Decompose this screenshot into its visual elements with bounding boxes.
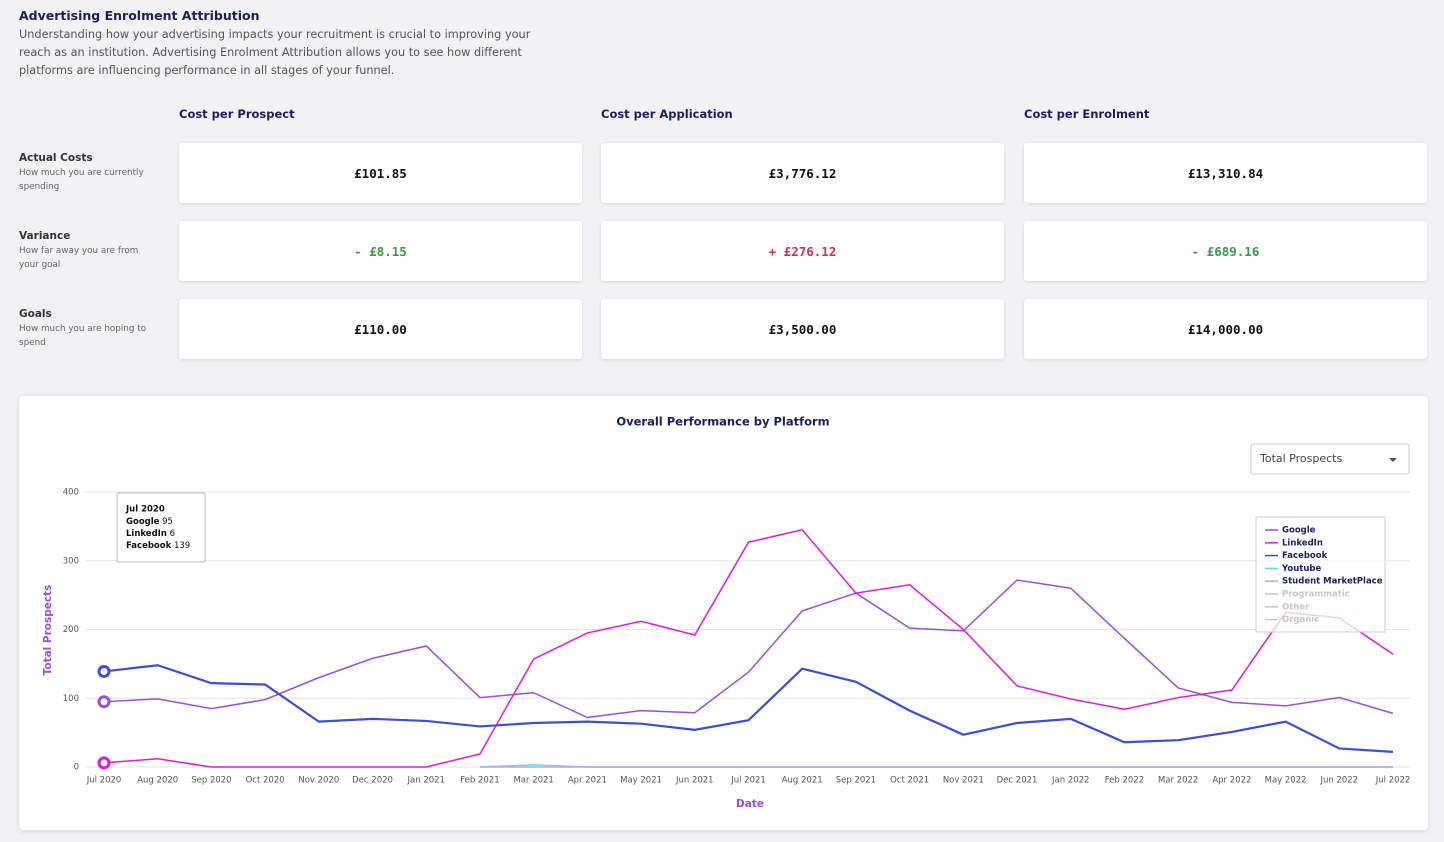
- column-header: Cost per Enrolment: [1024, 107, 1150, 121]
- metric-card: - £689.16: [1024, 221, 1427, 281]
- tooltip-value: 95: [162, 517, 173, 527]
- series-line: [103, 664, 1394, 753]
- legend: Google LinkedIn Facebook Youtube Student Mar…: [1255, 516, 1386, 633]
- legend-label: Youtube: [1281, 564, 1321, 574]
- row-description: How much you are currently spending: [19, 168, 144, 192]
- x-tick-label: Mar 2021: [513, 776, 553, 786]
- y-tick-label: 100: [63, 694, 79, 704]
- row-description: How much you are hoping to spend: [19, 324, 147, 348]
- column-header: Cost per Prospect: [179, 107, 295, 121]
- tooltip-value: 139: [174, 541, 190, 551]
- chart-card: [19, 396, 1428, 830]
- tooltip-row: LinkedIn 6: [126, 529, 175, 539]
- page-title: Advertising Enrolment Attribution: [19, 8, 260, 23]
- metric-card: + £276.12: [601, 221, 1004, 281]
- x-tick-label: Jul 2022: [1375, 776, 1411, 786]
- x-tick-label: Mar 2022: [1158, 776, 1198, 786]
- series-line: [103, 579, 1394, 719]
- x-tick-label: Jul 2020: [86, 776, 122, 786]
- row-label: Actual Costs How much you are currently s…: [19, 152, 159, 194]
- row-title: Variance: [19, 230, 71, 242]
- x-tick-label: Nov 2021: [943, 776, 984, 786]
- metric-card: £101.85: [179, 143, 582, 203]
- metric-card: £3,776.12: [601, 143, 1004, 203]
- metric-card: - £8.15: [179, 221, 582, 281]
- y-tick-label: 400: [63, 488, 79, 498]
- x-tick-label: Aug 2020: [137, 776, 178, 786]
- x-tick-label: Apr 2021: [568, 776, 607, 786]
- x-tick-label: Nov 2020: [298, 776, 339, 786]
- tooltip-title: Jul 2020: [125, 505, 165, 515]
- x-tick-label: Jan 2022: [1051, 776, 1089, 786]
- y-tick-label: 200: [63, 625, 79, 635]
- row-title: Actual Costs: [19, 152, 93, 164]
- x-tick-label: Jun 2021: [675, 776, 714, 786]
- tooltip-box: [116, 492, 206, 563]
- x-tick-label: Feb 2022: [1105, 776, 1144, 786]
- row-description: How far away you are from your goal: [19, 246, 139, 270]
- x-tick-label: Dec 2021: [997, 776, 1038, 786]
- legend-label: Google: [1282, 526, 1316, 536]
- metric-card: £14,000.00: [1024, 299, 1427, 359]
- legend-label: LinkedIn: [1282, 538, 1323, 548]
- tooltip: Jul 2020 Google 95 LinkedIn 6 Facebook 139: [116, 492, 206, 563]
- x-tick-label: Feb 2021: [460, 776, 499, 786]
- row-label: Variance How far away you are from your g…: [19, 230, 159, 272]
- tooltip-row: Facebook 139: [126, 541, 190, 551]
- tooltip-value: 6: [170, 529, 175, 539]
- x-tick-label: Oct 2021: [890, 776, 929, 786]
- x-tick-label: Jun 2022: [1319, 776, 1358, 786]
- legend-label: Facebook: [1282, 551, 1328, 561]
- y-tick-label: 300: [63, 556, 79, 566]
- row-title: Goals: [19, 308, 52, 320]
- page-description: Understanding how your advertising impac…: [19, 28, 531, 77]
- dropdown-arrow[interactable]: [1389, 458, 1397, 462]
- metric-card: £110.00: [179, 299, 582, 359]
- tooltip-series-name: Google: [126, 517, 160, 527]
- legend-label: Programmatic: [1282, 590, 1350, 600]
- y-axis-label: Total Prospects: [42, 585, 54, 676]
- tooltip-series-name: LinkedIn: [126, 529, 167, 539]
- dropdown-label[interactable]: Total Prospects: [1259, 452, 1342, 465]
- x-tick-label: Sep 2020: [191, 776, 231, 786]
- y-tick-label: 0: [74, 763, 79, 773]
- hover-marker: [97, 664, 111, 678]
- column-header: Cost per Application: [601, 107, 733, 121]
- series-line: [103, 528, 1394, 768]
- metric-card: £13,310.84: [1024, 143, 1427, 203]
- chart-title: Overall Performance by Platform: [616, 415, 829, 429]
- x-tick-label: Apr 2022: [1212, 776, 1251, 786]
- x-tick-label: Jul 2021: [730, 776, 766, 786]
- legend-label: Other: [1282, 602, 1310, 612]
- x-tick-label: Aug 2021: [782, 776, 823, 786]
- dropdown-box[interactable]: [1250, 443, 1410, 475]
- hover-marker: [97, 695, 111, 709]
- x-tick-label: Sep 2021: [836, 776, 876, 786]
- x-axis-label: Date: [736, 798, 764, 810]
- x-tick-label: Oct 2020: [246, 776, 285, 786]
- row-label: Goals How much you are hoping to spend: [19, 308, 159, 350]
- x-tick-label: Jan 2021: [407, 776, 445, 786]
- legend-box: [1255, 516, 1386, 633]
- tooltip-row: Google 95: [126, 517, 173, 527]
- x-tick-label: Dec 2020: [352, 776, 393, 786]
- x-tick-label: May 2022: [1265, 776, 1307, 786]
- legend-label: Organic: [1282, 615, 1319, 625]
- hover-marker: [97, 756, 111, 770]
- dropdown[interactable]: Total Prospects: [1250, 443, 1410, 475]
- legend-label: Student MarketPlace: [1282, 577, 1383, 587]
- metric-card: £3,500.00: [601, 299, 1004, 359]
- tooltip-series-name: Facebook: [126, 541, 172, 551]
- x-tick-label: May 2021: [620, 776, 662, 786]
